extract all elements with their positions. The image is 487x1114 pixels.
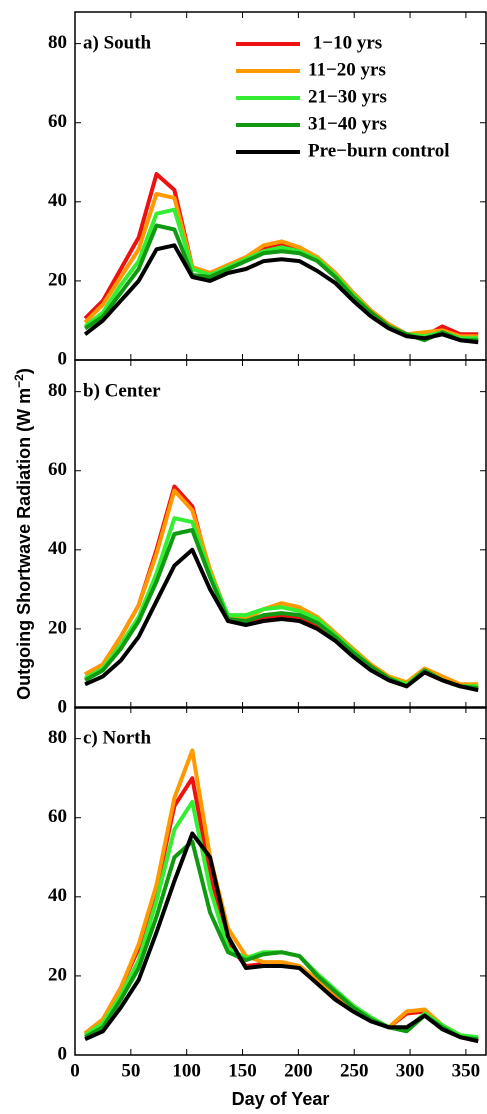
x-tick-label: 200 bbox=[284, 1060, 313, 1081]
x-axis-label: Day of Year bbox=[232, 1089, 330, 1109]
y-axis-label-end: ) bbox=[14, 368, 34, 374]
legend-label: 11−20 yrs bbox=[308, 59, 386, 80]
legend-label: 31−40 yrs bbox=[308, 113, 387, 134]
x-tick-label: 50 bbox=[121, 1060, 140, 1081]
y-tick-label: 40 bbox=[48, 538, 67, 559]
legend-label: Pre−burn control bbox=[308, 140, 450, 161]
y-tick-label: 80 bbox=[48, 727, 67, 748]
panel-title: b) Center bbox=[83, 380, 161, 401]
axes-frame bbox=[74, 359, 487, 709]
y-tick-label: 40 bbox=[48, 190, 67, 211]
x-tick-label: 250 bbox=[340, 1060, 369, 1081]
legend-label: 1−10 yrs bbox=[308, 32, 382, 53]
series-line bbox=[84, 839, 479, 1042]
series-line bbox=[84, 547, 479, 693]
series-line bbox=[83, 748, 479, 1042]
y-tick-label: 80 bbox=[48, 32, 67, 53]
axes-frame bbox=[74, 11, 487, 361]
y-tick-label: 20 bbox=[48, 617, 67, 638]
y-tick-label: 20 bbox=[48, 269, 67, 290]
panel-title: c) North bbox=[83, 727, 151, 748]
y-tick-label: 40 bbox=[48, 885, 67, 906]
series-line bbox=[83, 776, 479, 1044]
y-tick-label: 20 bbox=[48, 964, 67, 985]
x-tick-label: 150 bbox=[228, 1060, 257, 1081]
x-tick-label: 100 bbox=[172, 1060, 201, 1081]
series-line bbox=[83, 243, 479, 345]
y-tick-label: 0 bbox=[58, 348, 68, 369]
y-tick-label: 60 bbox=[48, 459, 67, 480]
series-line bbox=[84, 831, 479, 1044]
series-line bbox=[84, 488, 479, 687]
x-tick-label: 350 bbox=[452, 1060, 481, 1081]
panel-title: a) South bbox=[83, 32, 152, 53]
y-tick-label: 0 bbox=[58, 696, 68, 717]
y-tick-label: 60 bbox=[48, 806, 67, 827]
y-tick-label: 80 bbox=[48, 380, 67, 401]
y-axis-label-sup: −2 bbox=[12, 374, 26, 388]
y-axis-label-main: Outgoing Shortwave Radiation (W m bbox=[14, 388, 34, 700]
legend-label: 21−30 yrs bbox=[308, 86, 387, 107]
y-tick-label: 60 bbox=[48, 111, 67, 132]
x-tick-label: 0 bbox=[70, 1060, 80, 1081]
y-axis-label: Outgoing Shortwave Radiation (W m−2) bbox=[12, 368, 34, 700]
y-tick-label: 0 bbox=[58, 1043, 68, 1064]
x-tick-label: 300 bbox=[396, 1060, 425, 1081]
axes-frame bbox=[74, 706, 487, 1056]
